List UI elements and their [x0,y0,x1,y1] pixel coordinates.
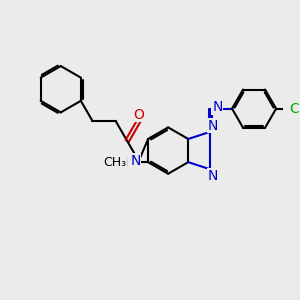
Text: N: N [207,118,218,133]
Text: Cl: Cl [290,102,300,116]
Text: H: H [118,158,128,170]
Text: N: N [212,100,223,114]
Text: N: N [207,169,218,182]
Text: O: O [133,108,144,122]
Text: N: N [130,154,141,168]
Text: CH₃: CH₃ [103,156,126,169]
